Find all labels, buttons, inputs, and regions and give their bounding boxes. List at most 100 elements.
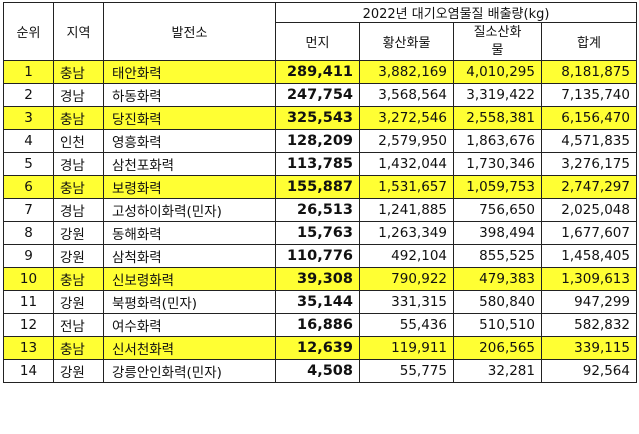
cell-nox: 206,565 <box>453 336 542 360</box>
cell-total: 947,299 <box>541 290 637 314</box>
cell-region: 강원 <box>53 359 104 383</box>
cell-sox: 1,531,657 <box>359 175 454 199</box>
cell-total: 6,156,470 <box>541 106 637 130</box>
cell-nox: 580,840 <box>453 290 542 314</box>
cell-dust: 128,209 <box>275 129 360 153</box>
cell-rank: 13 <box>3 336 54 360</box>
cell-dust: 16,886 <box>275 313 360 337</box>
cell-sox: 3,882,169 <box>359 60 454 84</box>
cell-sox: 119,911 <box>359 336 454 360</box>
cell-plant: 여수화력 <box>103 313 276 337</box>
cell-nox: 3,319,422 <box>453 83 542 107</box>
cell-total: 4,571,835 <box>541 129 637 153</box>
table-row: 12 전남 여수화력 16,886 55,436 510,510 582,832 <box>3 313 637 337</box>
cell-dust: 39,308 <box>275 267 360 291</box>
cell-region: 충남 <box>53 175 104 199</box>
header-total: 합계 <box>541 22 637 61</box>
emissions-table-container: 순위 지역 발전소 2022년 대기오염물질 배출량(kg) 먼지 황산화물 질… <box>3 2 637 383</box>
cell-total: 582,832 <box>541 313 637 337</box>
cell-region: 충남 <box>53 336 104 360</box>
table-body: 1 충남 태안화력 289,411 3,882,169 4,010,295 8,181,87… <box>3 60 637 383</box>
cell-nox: 1,059,753 <box>453 175 542 199</box>
header-dust: 먼지 <box>275 22 360 61</box>
table-row: 7 경남 고성하이화력(민자) 26,513 1,241,885 756,650 2,025… <box>3 198 637 222</box>
cell-plant: 신보령화력 <box>103 267 276 291</box>
cell-region: 충남 <box>53 106 104 130</box>
cell-region: 인천 <box>53 129 104 153</box>
header-sox: 황산화물 <box>359 22 454 61</box>
cell-total: 8,181,875 <box>541 60 637 84</box>
emissions-table: 순위 지역 발전소 2022년 대기오염물질 배출량(kg) 먼지 황산화물 질… <box>3 2 637 383</box>
cell-nox: 855,525 <box>453 244 542 268</box>
cell-rank: 6 <box>3 175 54 199</box>
table-row: 6 충남 보령화력 155,887 1,531,657 1,059,753 2,747,29… <box>3 175 637 199</box>
cell-dust: 113,785 <box>275 152 360 176</box>
table-row: 1 충남 태안화력 289,411 3,882,169 4,010,295 8,181,87… <box>3 60 637 84</box>
cell-dust: 4,508 <box>275 359 360 383</box>
cell-total: 92,564 <box>541 359 637 383</box>
cell-rank: 8 <box>3 221 54 245</box>
header-nox-line2: 물 <box>491 42 504 58</box>
cell-region: 충남 <box>53 267 104 291</box>
cell-total: 339,115 <box>541 336 637 360</box>
cell-region: 경남 <box>53 198 104 222</box>
cell-sox: 1,241,885 <box>359 198 454 222</box>
cell-nox: 1,730,346 <box>453 152 542 176</box>
header-nox: 질소산화 물 <box>453 22 542 61</box>
cell-dust: 12,639 <box>275 336 360 360</box>
header-region: 지역 <box>53 2 104 61</box>
cell-region: 강원 <box>53 290 104 314</box>
cell-plant: 삼척화력 <box>103 244 276 268</box>
cell-total: 1,458,405 <box>541 244 637 268</box>
cell-rank: 5 <box>3 152 54 176</box>
cell-nox: 479,383 <box>453 267 542 291</box>
cell-dust: 247,754 <box>275 83 360 107</box>
cell-dust: 325,543 <box>275 106 360 130</box>
cell-total: 1,677,607 <box>541 221 637 245</box>
cell-sox: 790,922 <box>359 267 454 291</box>
table-row: 8 강원 동해화력 15,763 1,263,349 398,494 1,677,607 <box>3 221 637 245</box>
table-row: 2 경남 하동화력 247,754 3,568,564 3,319,422 7,135,74… <box>3 83 637 107</box>
cell-nox: 1,863,676 <box>453 129 542 153</box>
cell-plant: 신서천화력 <box>103 336 276 360</box>
table-row: 10 충남 신보령화력 39,308 790,922 479,383 1,309,613 <box>3 267 637 291</box>
cell-rank: 2 <box>3 83 54 107</box>
cell-dust: 155,887 <box>275 175 360 199</box>
cell-nox: 2,558,381 <box>453 106 542 130</box>
cell-dust: 289,411 <box>275 60 360 84</box>
cell-sox: 1,432,044 <box>359 152 454 176</box>
cell-sox: 55,436 <box>359 313 454 337</box>
cell-plant: 하동화력 <box>103 83 276 107</box>
cell-region: 전남 <box>53 313 104 337</box>
cell-rank: 12 <box>3 313 54 337</box>
cell-plant: 강릉안인화력(민자) <box>103 359 276 383</box>
cell-region: 충남 <box>53 60 104 84</box>
cell-rank: 10 <box>3 267 54 291</box>
header-emissions-group: 2022년 대기오염물질 배출량(kg) <box>275 2 637 23</box>
cell-rank: 14 <box>3 359 54 383</box>
cell-plant: 고성하이화력(민자) <box>103 198 276 222</box>
cell-nox: 4,010,295 <box>453 60 542 84</box>
cell-total: 1,309,613 <box>541 267 637 291</box>
table-row: 14 강원 강릉안인화력(민자) 4,508 55,775 32,281 92,564 <box>3 359 637 383</box>
cell-sox: 55,775 <box>359 359 454 383</box>
cell-sox: 2,579,950 <box>359 129 454 153</box>
cell-total: 2,025,048 <box>541 198 637 222</box>
cell-plant: 당진화력 <box>103 106 276 130</box>
cell-rank: 9 <box>3 244 54 268</box>
table-row: 3 충남 당진화력 325,543 3,272,546 2,558,381 6,156,47… <box>3 106 637 130</box>
cell-region: 경남 <box>53 83 104 107</box>
cell-plant: 동해화력 <box>103 221 276 245</box>
cell-sox: 3,272,546 <box>359 106 454 130</box>
cell-nox: 510,510 <box>453 313 542 337</box>
cell-sox: 3,568,564 <box>359 83 454 107</box>
table-row: 5 경남 삼천포화력 113,785 1,432,044 1,730,346 3,276,1… <box>3 152 637 176</box>
cell-sox: 492,104 <box>359 244 454 268</box>
cell-rank: 1 <box>3 60 54 84</box>
cell-nox: 398,494 <box>453 221 542 245</box>
cell-rank: 3 <box>3 106 54 130</box>
cell-sox: 331,315 <box>359 290 454 314</box>
cell-plant: 태안화력 <box>103 60 276 84</box>
cell-dust: 26,513 <box>275 198 360 222</box>
cell-plant: 북평화력(민자) <box>103 290 276 314</box>
